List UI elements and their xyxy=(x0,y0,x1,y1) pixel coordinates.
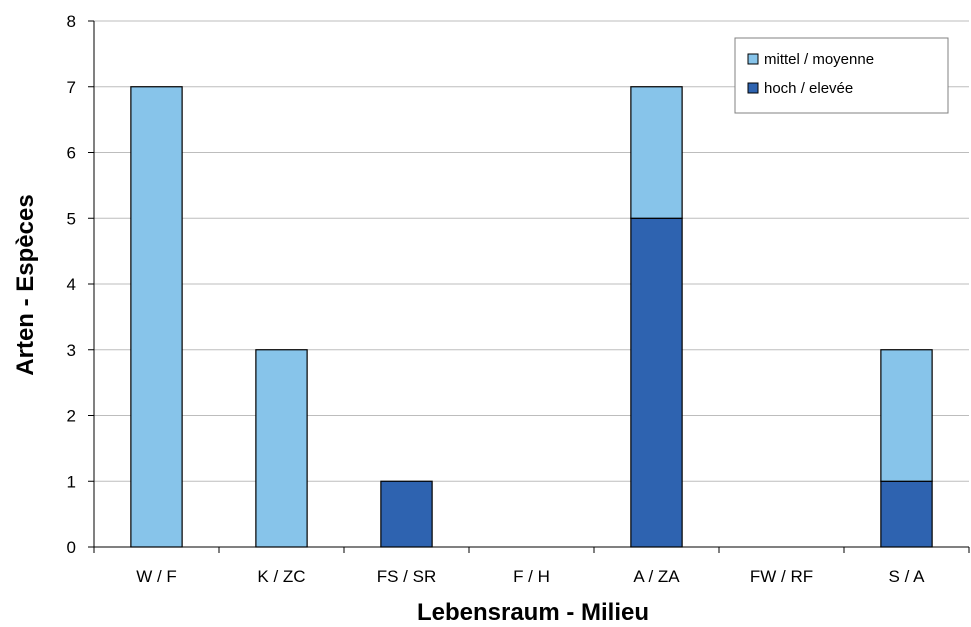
bars xyxy=(130,86,933,548)
bar-segment xyxy=(130,86,183,548)
legend-label-hoch: hoch / elevée xyxy=(764,80,853,97)
y-axis-title: Arten - Espèces xyxy=(12,194,39,375)
y-tick-label: 1 xyxy=(67,472,76,491)
y-tick-label: 5 xyxy=(67,209,76,228)
y-tick-label: 2 xyxy=(67,407,76,426)
x-tick-label: W / F xyxy=(136,567,177,586)
legend-box xyxy=(734,37,949,114)
x-tick-label: A / ZA xyxy=(633,567,680,586)
bar-segment xyxy=(380,480,433,548)
bar-segment xyxy=(255,349,308,548)
x-tick-label: K / ZC xyxy=(257,567,305,586)
legend-swatch-hoch xyxy=(747,82,759,94)
y-tick-label: 0 xyxy=(67,538,76,557)
y-tick-label: 6 xyxy=(67,144,76,163)
y-tick-labels: 0 1 2 3 4 5 6 7 8 xyxy=(67,12,94,557)
y-tick-label: 3 xyxy=(67,341,76,360)
y-tick-label: 4 xyxy=(67,275,76,294)
x-tick-label: S / A xyxy=(889,567,926,586)
x-axis-title: Lebensraum - Milieu xyxy=(417,599,649,626)
x-tick-labels: W / F K / ZC FS / SR F / H A / ZA FW / RF S / … xyxy=(93,547,970,586)
legend-label-mittel: mittel / moyenne xyxy=(764,51,874,68)
bar-segment xyxy=(880,349,933,482)
x-tick-label: FW / RF xyxy=(750,567,813,586)
x-tick-label: F / H xyxy=(513,567,550,586)
x-tick-label: FS / SR xyxy=(377,567,437,586)
legend-swatch-mittel xyxy=(747,53,759,65)
grid-lines xyxy=(94,20,969,482)
bar-segment xyxy=(630,217,683,548)
bar-segment xyxy=(630,86,683,219)
bar-segment xyxy=(880,480,933,548)
legend: mittel / moyenne hoch / elevée xyxy=(734,37,949,114)
y-tick-label: 7 xyxy=(67,78,76,97)
y-tick-label: 8 xyxy=(67,12,76,31)
